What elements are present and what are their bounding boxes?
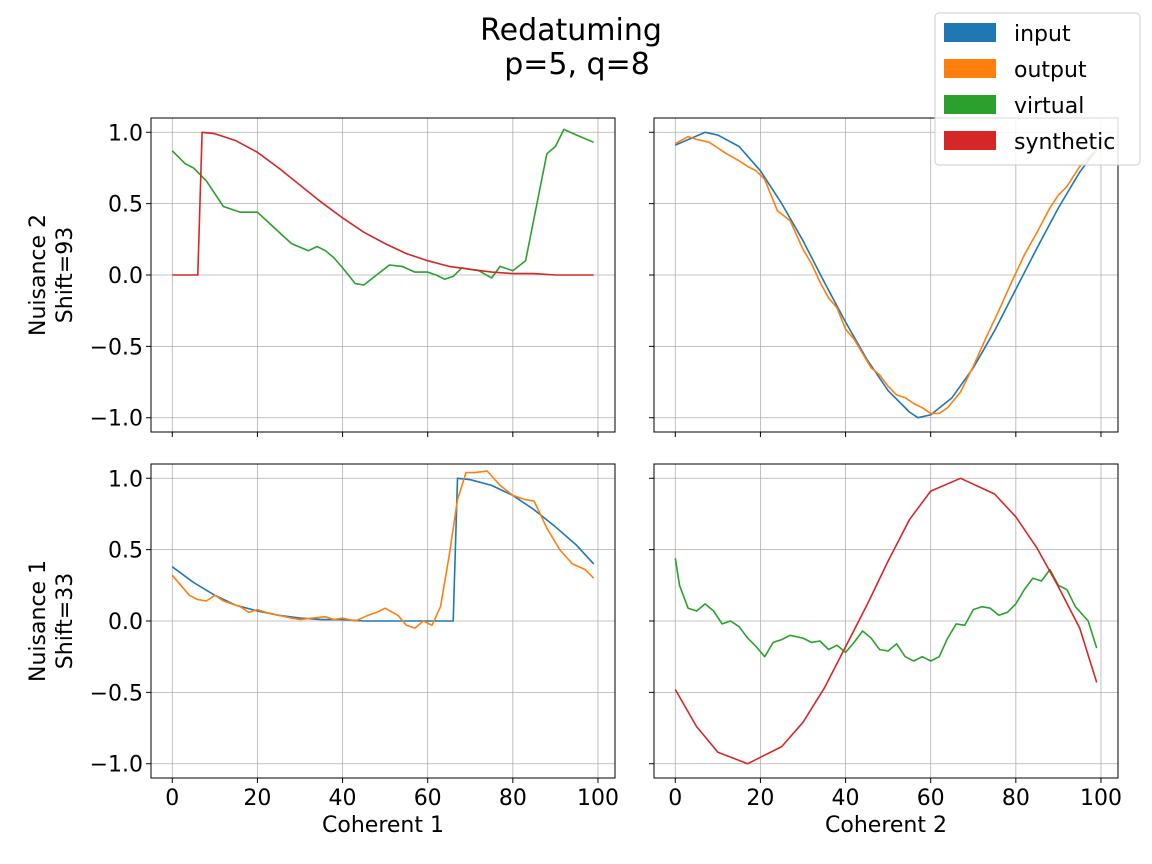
- y-tick-label: 0.0: [108, 264, 143, 289]
- y-tick-label: 1.0: [108, 467, 143, 492]
- series-line-virtual: [674, 558, 1098, 662]
- figure-title-line1: Redatuming: [480, 13, 662, 48]
- x-tick-label: 60: [414, 786, 442, 811]
- legend-label-output: output: [1014, 58, 1087, 83]
- x-axis-label: Coherent 1: [322, 813, 444, 838]
- x-tick-label: 80: [499, 786, 527, 811]
- y-axis-label-line1: Nuisance 2: [26, 214, 51, 336]
- y-tick-label: −1.0: [90, 753, 143, 778]
- x-tick-label: 40: [329, 786, 357, 811]
- legend-swatch-input: [944, 23, 996, 42]
- series-line-synthetic: [172, 131, 594, 276]
- y-tick-label: 0.5: [108, 193, 143, 218]
- subplot-3: 0 20 40 60 80 100 1.0 0.5 0.0 −0.5 −1.0 Coherent 1 N…: [26, 463, 619, 838]
- subplot-4: 0 20 40 60 80 100 Coherent 2: [649, 463, 1122, 838]
- x-tick-label: 80: [1002, 786, 1030, 811]
- figure-title-line2: p=5, q=8: [504, 47, 650, 82]
- legend-frame: [934, 12, 1141, 166]
- x-tick-label: 20: [746, 786, 774, 811]
- legend-swatch-synthetic: [944, 131, 996, 150]
- y-tick-label: 0.5: [108, 539, 143, 564]
- subplot-grid: 1.0 0.5 0.0 −0.5 −1.0 Nuisance 2 Shift=93 0 20 40…: [26, 117, 1122, 838]
- legend: input output virtual synthetic: [934, 12, 1141, 166]
- series-line-input: [171, 477, 595, 622]
- x-axis-label: Coherent 2: [825, 813, 947, 838]
- y-axis-label-line1: Nuisance 1: [26, 560, 51, 682]
- legend-label-virtual: virtual: [1014, 94, 1084, 119]
- series-line-synthetic: [674, 477, 1098, 765]
- x-tick-label: 100: [1080, 786, 1122, 811]
- subplot-2: [649, 117, 1119, 437]
- x-tick-label: 0: [165, 786, 179, 811]
- x-tick-label: 60: [917, 786, 945, 811]
- legend-label-synthetic: synthetic: [1014, 130, 1115, 155]
- legend-swatch-output: [944, 59, 996, 78]
- series-line-virtual: [171, 128, 595, 286]
- x-tick-label: 40: [832, 786, 860, 811]
- y-tick-label: −0.5: [90, 335, 143, 360]
- y-axis-label-line2: Shift=93: [53, 227, 78, 323]
- series-line-output: [674, 135, 1098, 415]
- legend-swatch-virtual: [944, 95, 996, 114]
- x-tick-label: 0: [668, 786, 682, 811]
- series-line-input: [674, 131, 1098, 419]
- y-tick-label: −1.0: [90, 407, 143, 432]
- x-tick-label: 100: [577, 786, 619, 811]
- y-axis-label-line2: Shift=33: [53, 573, 78, 669]
- y-tick-label: 1.0: [108, 121, 143, 146]
- x-tick-label: 20: [243, 786, 271, 811]
- subplot-1: 1.0 0.5 0.0 −0.5 −1.0 Nuisance 2 Shift=93: [26, 117, 616, 437]
- y-tick-label: 0.0: [108, 610, 143, 635]
- legend-label-input: input: [1014, 22, 1071, 47]
- y-tick-label: −0.5: [90, 681, 143, 706]
- series-line-output: [171, 470, 595, 629]
